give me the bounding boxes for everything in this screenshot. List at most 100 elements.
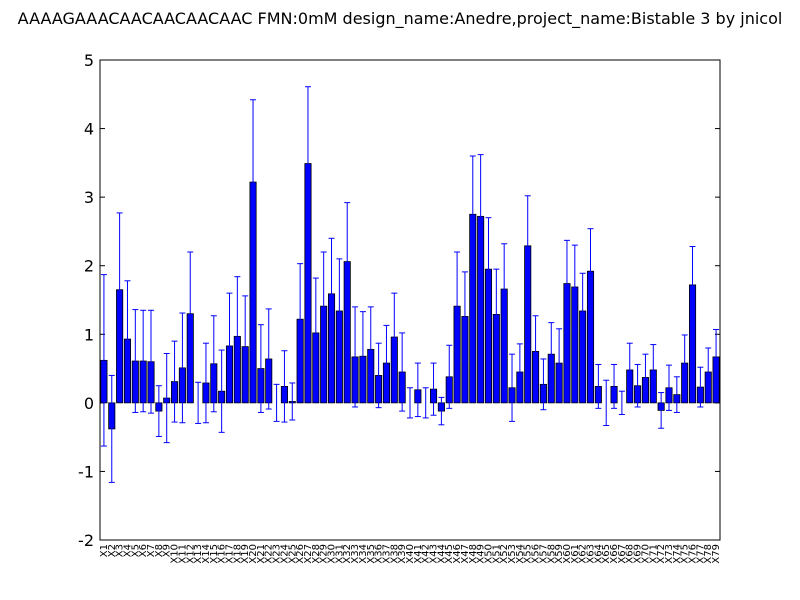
error-bar <box>210 315 217 413</box>
error-bar <box>179 312 186 424</box>
x-tick-label: X19 <box>240 544 251 564</box>
error-bar <box>297 263 304 376</box>
error-bar <box>344 202 351 322</box>
x-tick-label: X45 <box>444 544 455 564</box>
x-tick-label: X72 <box>656 544 667 564</box>
x-tick-label: X62 <box>578 544 589 564</box>
error-bar <box>226 292 233 400</box>
x-tick-label: X75 <box>680 544 691 564</box>
x-tick-label: X70 <box>640 544 651 564</box>
error-bar <box>454 251 461 361</box>
x-tick-label: X3 <box>115 544 126 557</box>
error-bar <box>469 155 476 274</box>
y-tick-label: -1 <box>78 462 94 481</box>
x-tick-label: X41 <box>413 544 424 564</box>
error-bar <box>501 243 508 335</box>
error-bar <box>414 362 421 418</box>
error-bar <box>116 212 123 368</box>
error-bar <box>304 86 311 241</box>
x-tick-label: X30 <box>327 544 338 564</box>
x-tick-label: X11 <box>177 544 188 564</box>
x-tick-label: X67 <box>617 544 628 564</box>
error-bar <box>548 322 555 387</box>
x-tick-label: X66 <box>609 544 620 564</box>
x-tick-label: X29 <box>319 544 330 564</box>
x-tick-label: X17 <box>224 544 235 564</box>
error-bar <box>124 280 131 398</box>
error-bar <box>265 308 272 410</box>
y-tick-label: 5 <box>84 51 94 70</box>
x-tick-label: X24 <box>279 544 290 564</box>
error-bar <box>446 344 453 409</box>
x-tick-label: X53 <box>507 544 518 564</box>
error-bar <box>579 272 586 350</box>
error-bar <box>556 328 563 398</box>
error-bar <box>611 363 618 409</box>
x-tick-label: X51 <box>491 544 502 564</box>
error-bar <box>713 328 720 385</box>
x-tick-label: X39 <box>397 544 408 564</box>
error-bar <box>375 342 382 409</box>
x-tick-label: X27 <box>303 544 314 564</box>
y-tick-label: 4 <box>84 120 94 139</box>
error-bar <box>689 246 696 324</box>
x-tick-label: X8 <box>154 544 165 557</box>
x-tick-label: X16 <box>217 544 228 564</box>
error-bar <box>477 154 484 279</box>
x-tick-label: X33 <box>350 544 361 564</box>
x-tick-label: X57 <box>538 544 549 564</box>
error-bar <box>438 396 445 426</box>
x-tick-label: X61 <box>570 544 581 564</box>
error-bar <box>626 342 633 398</box>
x-tick-label: X50 <box>483 544 494 564</box>
x-tick-label: X32 <box>342 544 353 564</box>
x-tick-label: X22 <box>264 544 275 564</box>
error-bar <box>328 237 335 350</box>
error-bar <box>132 309 139 413</box>
x-tick-label: X54 <box>515 544 526 564</box>
x-tick-label: X40 <box>405 544 416 564</box>
error-bar <box>312 277 319 389</box>
x-tick-label: X18 <box>232 544 243 564</box>
x-tick-label: X43 <box>429 544 440 564</box>
x-tick-label: X1 <box>99 544 110 557</box>
x-tick-label: X77 <box>695 544 706 564</box>
x-tick-label: X59 <box>554 544 565 564</box>
x-tick-label: X52 <box>499 544 510 564</box>
error-bar <box>532 315 539 388</box>
x-tick-label: X38 <box>389 544 400 564</box>
error-bar <box>673 376 680 413</box>
x-tick-label: X14 <box>201 544 212 564</box>
error-bar <box>234 276 241 397</box>
error-bar <box>320 251 327 361</box>
x-tick-label: X5 <box>130 544 141 557</box>
error-bar <box>391 292 398 382</box>
x-tick-label: X2 <box>107 544 118 557</box>
error-bar <box>148 309 155 414</box>
y-tick-label: 2 <box>84 257 94 276</box>
x-tick-label: X65 <box>601 544 612 564</box>
error-bar <box>563 239 570 328</box>
error-bar <box>218 349 225 433</box>
error-bar <box>603 379 610 426</box>
error-bar <box>352 306 359 408</box>
error-bar <box>407 387 413 419</box>
x-tick-label: X26 <box>295 544 306 564</box>
error-bar <box>650 344 657 396</box>
error-bar <box>155 385 162 437</box>
error-bar <box>461 271 468 362</box>
error-bar <box>422 387 429 419</box>
y-tick-label: 0 <box>84 394 94 413</box>
x-tick-label: X9 <box>162 544 173 557</box>
error-bar <box>697 366 704 408</box>
error-bar <box>250 99 257 265</box>
x-tick-label: X25 <box>287 544 298 564</box>
y-tick-label: 3 <box>84 188 94 207</box>
error-bar <box>430 362 437 416</box>
x-tick-label: X55 <box>523 544 534 564</box>
x-tick-label: X6 <box>138 544 149 557</box>
x-tick-label: X35 <box>366 544 377 564</box>
x-tick-label: X58 <box>546 544 557 564</box>
x-tick-label: X47 <box>460 544 471 564</box>
x-tick-label: X46 <box>452 544 463 564</box>
